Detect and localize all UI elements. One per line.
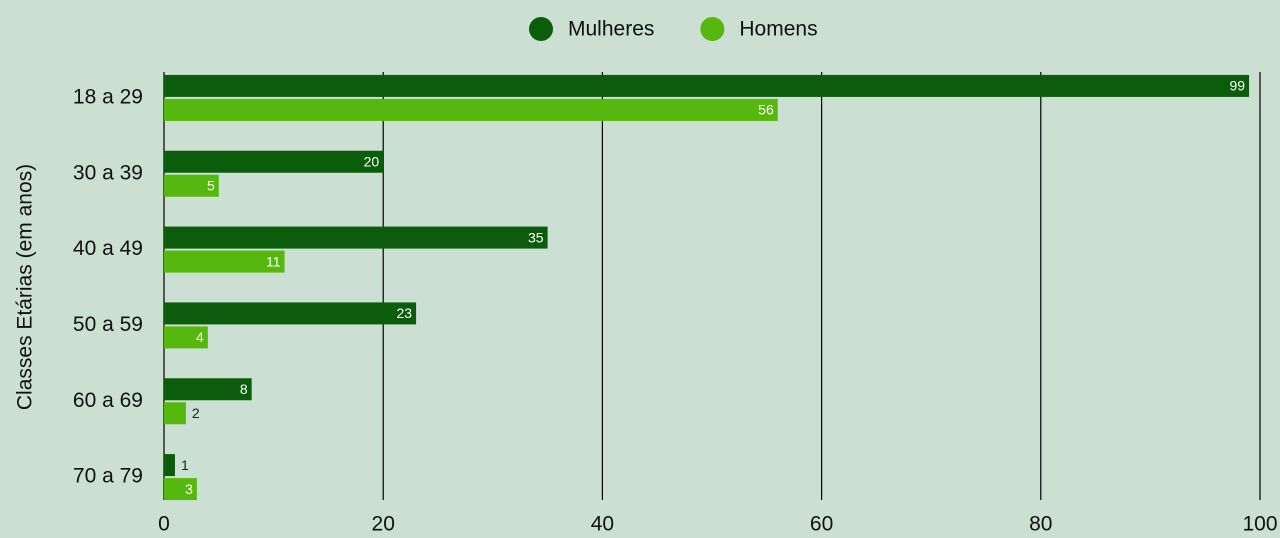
data-label: 23 [397,305,413,321]
y-tick-label: 30 a 39 [73,161,143,184]
x-tick-label: 80 [1029,513,1052,536]
data-label: 5 [207,177,215,193]
data-label: 11 [266,253,281,269]
x-tick-label: 0 [158,513,170,536]
y-tick-label: 18 a 29 [73,85,143,108]
legend-marker [700,17,725,41]
x-tick-label: 60 [810,513,833,536]
bar [164,250,285,273]
bar [164,302,417,325]
data-label: 3 [185,481,193,497]
y-tick-label: 60 a 69 [73,389,143,412]
y-axis-label: Classes Etárias (em anos) [14,164,37,410]
bar [164,326,208,349]
bar [164,226,548,249]
legend-marker [529,17,553,41]
legend-label: Mulheres [568,18,654,41]
bar [164,402,186,425]
x-tick-label: 100 [1242,513,1277,536]
x-tick-label: 20 [372,513,395,536]
bar [164,378,252,401]
data-label: 4 [196,329,204,345]
data-label: 99 [1229,78,1245,94]
y-tick-label: 50 a 59 [73,313,143,336]
bar [164,74,1250,97]
y-tick-label: 40 a 49 [73,237,143,260]
bar [164,454,175,477]
legend-label: Homens [739,18,817,41]
data-label: 2 [192,405,200,421]
y-tick-label: 70 a 79 [73,465,143,488]
x-tick-label: 40 [591,513,614,536]
data-label: 35 [528,229,544,245]
bar [164,98,778,121]
bar [164,150,384,173]
bar [164,478,197,501]
data-label: 8 [240,381,248,397]
data-label: 20 [364,153,380,169]
bar [164,174,219,197]
data-label: 56 [758,102,774,118]
data-label: 1 [181,457,189,473]
